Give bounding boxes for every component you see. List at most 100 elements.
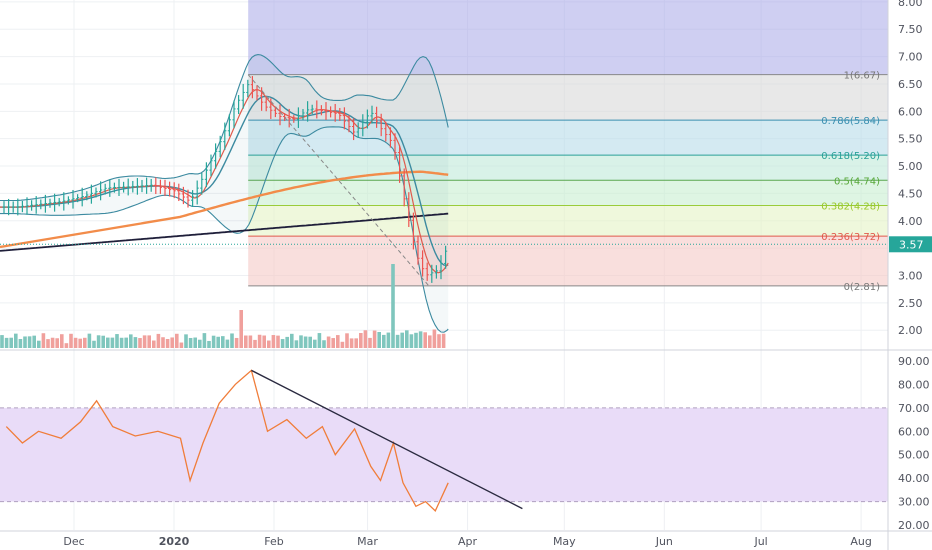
volume-bar bbox=[50, 337, 55, 348]
volume-bar bbox=[363, 330, 368, 348]
time-axis-tick: Dec bbox=[63, 535, 84, 548]
time-axis-tick: Jun bbox=[655, 535, 673, 548]
bollinger-fill bbox=[0, 54, 449, 333]
volume-bars bbox=[0, 264, 446, 348]
volume-bar bbox=[257, 334, 262, 348]
last-price-label: 3.57 bbox=[899, 238, 924, 251]
volume-bar bbox=[418, 331, 423, 348]
volume-bar bbox=[152, 340, 156, 348]
ma-medium-line bbox=[0, 170, 449, 249]
fib-level-label: 0.618(5.20) bbox=[821, 151, 880, 162]
volume-bar bbox=[115, 334, 119, 348]
volume-bar bbox=[267, 340, 271, 348]
fib-zone bbox=[248, 205, 888, 237]
volume-bar bbox=[55, 338, 59, 348]
rsi-axis-tick: 80.00 bbox=[898, 378, 930, 391]
price-axis-tick: 2.50 bbox=[898, 297, 923, 310]
volume-bar bbox=[27, 336, 32, 348]
time-axis-tick: Jul bbox=[753, 535, 767, 548]
fib-zone bbox=[248, 180, 888, 206]
volume-bar bbox=[386, 332, 391, 348]
time-axis-tick: Apr bbox=[458, 535, 478, 548]
volume-bar bbox=[395, 334, 400, 348]
volume-bar bbox=[382, 334, 386, 348]
volume-bar bbox=[221, 336, 225, 348]
price-axis-tick: 4.00 bbox=[898, 215, 923, 228]
volume-bar bbox=[326, 336, 331, 348]
fib-level-label: 0(2.81) bbox=[844, 282, 881, 293]
rsi-line bbox=[5, 369, 449, 513]
volume-bar bbox=[156, 333, 161, 348]
volume-bar bbox=[336, 335, 340, 348]
volume-bar bbox=[4, 337, 9, 348]
rsi-axis-tick: 60.00 bbox=[898, 425, 930, 438]
fib-trend-line bbox=[247, 74, 430, 287]
fib-level-label: 0.382(4.28) bbox=[821, 201, 880, 212]
volume-bar bbox=[175, 333, 179, 348]
volume-bar bbox=[248, 335, 253, 348]
price-axis-tick: 7.00 bbox=[898, 51, 923, 64]
volume-bar bbox=[239, 310, 243, 348]
volume-bar bbox=[147, 335, 151, 348]
price-axis: 8.007.507.006.506.005.505.004.504.003.50… bbox=[889, 0, 932, 337]
volume-bar bbox=[290, 333, 294, 348]
volume-bar bbox=[308, 336, 312, 348]
volume-bar bbox=[188, 337, 193, 348]
volume-bar bbox=[437, 334, 441, 348]
rsi-axis-tick: 90.00 bbox=[898, 355, 930, 368]
fib-zone bbox=[248, 0, 888, 75]
volume-bar bbox=[368, 337, 372, 348]
price-axis-tick: 7.50 bbox=[898, 23, 923, 36]
price-axis-tick: 8.00 bbox=[898, 0, 923, 9]
volume-bar bbox=[73, 337, 78, 348]
rsi-axis-tick: 30.00 bbox=[898, 496, 930, 509]
fib-level-label: 0.5(4.74) bbox=[834, 176, 880, 187]
fib-zone bbox=[248, 236, 888, 286]
volume-bar bbox=[119, 337, 124, 348]
fib-level-label: 1(6.67) bbox=[844, 71, 881, 82]
volume-bar bbox=[271, 335, 276, 348]
volume-bar bbox=[60, 334, 64, 348]
volume-bar bbox=[340, 341, 345, 348]
volume-bar bbox=[142, 335, 147, 348]
volume-bar bbox=[432, 329, 437, 348]
volume-bar bbox=[400, 332, 404, 348]
volume-bar bbox=[391, 264, 395, 348]
volume-bar bbox=[179, 342, 184, 348]
volume-bar bbox=[299, 335, 303, 348]
volume-bar bbox=[96, 335, 101, 348]
volume-bar bbox=[405, 330, 409, 348]
price-axis-tick: 2.00 bbox=[898, 324, 923, 337]
time-axis-tick: May bbox=[553, 535, 576, 548]
volume-bar bbox=[138, 338, 142, 348]
volume-bar bbox=[78, 338, 82, 348]
volume-bar bbox=[64, 343, 69, 348]
price-axis-tick: 6.00 bbox=[898, 105, 923, 118]
volume-bar bbox=[317, 333, 322, 348]
volume-bar bbox=[124, 337, 128, 348]
volume-bar bbox=[372, 330, 377, 348]
volume-bar bbox=[32, 335, 36, 348]
volume-bar bbox=[354, 338, 358, 348]
rsi-axis-tick: 50.00 bbox=[898, 449, 930, 462]
volume-bar bbox=[133, 337, 138, 348]
volume-bar bbox=[37, 340, 41, 348]
volume-bar bbox=[92, 340, 96, 348]
fib-zone bbox=[248, 120, 888, 156]
time-axis-tick: 2020 bbox=[159, 535, 190, 548]
volume-bar bbox=[409, 334, 414, 348]
volume-bar bbox=[313, 339, 317, 348]
rsi-band-fill bbox=[0, 407, 888, 502]
volume-bar bbox=[428, 335, 432, 348]
rsi-axis-tick: 20.00 bbox=[898, 519, 930, 532]
volume-bar bbox=[198, 339, 202, 348]
volume-bar bbox=[303, 336, 308, 348]
price-axis-tick: 3.00 bbox=[898, 269, 923, 282]
volume-bar bbox=[216, 336, 220, 348]
volume-bar bbox=[69, 333, 73, 348]
volume-bar bbox=[441, 333, 446, 348]
volume-bar bbox=[294, 340, 299, 348]
time-axis-tick: Mar bbox=[357, 535, 378, 548]
volume-bar bbox=[345, 333, 349, 348]
